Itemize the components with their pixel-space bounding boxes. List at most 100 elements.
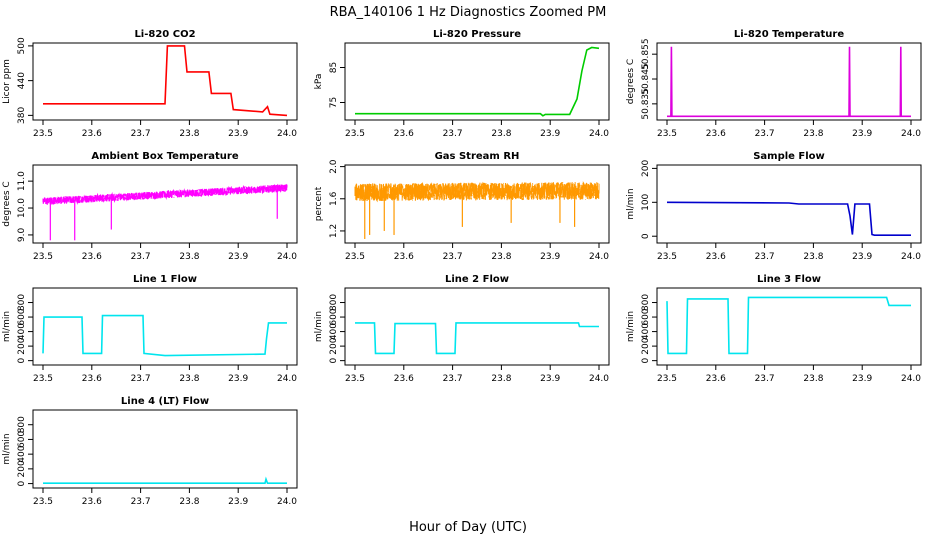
x-tick-label: 23.6 [706, 252, 726, 262]
x-tick-label: 23.9 [852, 252, 872, 262]
x-tick-label: 23.6 [82, 252, 102, 262]
x-tick-label: 23.9 [852, 374, 872, 384]
y-axis-label: ml/min [314, 311, 324, 342]
y-tick-label: 0 [641, 233, 651, 239]
y-tick-label: 0 [17, 480, 27, 486]
panel-title: Sample Flow [753, 151, 825, 162]
x-tick-label: 23.6 [82, 374, 102, 384]
x-tick-label: 24.0 [901, 129, 921, 139]
y-tick-label: 600 [329, 308, 339, 325]
y-tick-label: 1.2 [329, 224, 339, 238]
x-tick-label: 24.0 [277, 129, 297, 139]
plot-frame [656, 287, 922, 366]
x-tick-label: 23.8 [803, 252, 823, 262]
y-tick-label: 200 [17, 460, 27, 477]
x-tick-label: 23.7 [755, 129, 775, 139]
panel-1: Li-820 CO2 Licor ppm 23.5 23.6 23.7 23.8 23.9 2… [2, 29, 298, 139]
plot-frame [344, 42, 610, 121]
y-tick-label: 200 [641, 160, 651, 177]
x-tick-label: 24.0 [589, 129, 609, 139]
plot-frame [344, 164, 610, 244]
y-tick-label: 50.855 [641, 38, 651, 69]
x-tick-label: 24.0 [277, 497, 297, 507]
x-tick-label: 23.7 [443, 129, 463, 139]
x-tick-label: 23.8 [491, 129, 511, 139]
x-tick-label: 23.6 [82, 129, 102, 139]
x-tick-label: 23.9 [540, 252, 560, 262]
x-tick-label: 23.9 [540, 129, 560, 139]
y-tick-label: 0 [329, 358, 339, 364]
y-tick-label: 800 [329, 294, 339, 311]
panel-10: Line 4 (LT) Flow ml/min 23.5 23.6 23.7 23.8 23… [2, 396, 298, 507]
x-tick-label: 23.5 [345, 252, 365, 262]
x-tick-label: 23.6 [394, 129, 414, 139]
x-tick-label: 24.0 [589, 374, 609, 384]
x-tick-label: 23.5 [657, 129, 677, 139]
plot-frame [32, 409, 298, 489]
x-tick-label: 23.8 [491, 252, 511, 262]
x-tick-label: 23.9 [228, 252, 248, 262]
y-tick-label: 0 [17, 358, 27, 364]
y-tick-label: 800 [17, 416, 27, 433]
series-line [355, 322, 599, 355]
y-tick-label: 9.0 [17, 228, 27, 243]
figure-title: RBA_140106 1 Hz Diagnostics Zoomed PM [330, 5, 607, 20]
x-tick-label: 23.8 [491, 374, 511, 384]
series-line [667, 46, 911, 118]
y-tick-label: 2.0 [329, 159, 339, 174]
panel-6: Sample Flow ml/min 23.5 23.6 23.7 23.8 23.9 24.… [626, 151, 922, 262]
x-tick-label: 23.7 [131, 497, 151, 507]
figure-xlabel: Hour of Day (UTC) [409, 520, 527, 535]
x-tick-label: 24.0 [901, 374, 921, 384]
y-tick-label: 10.0 [17, 198, 27, 218]
y-axis-label: ml/min [626, 188, 636, 219]
panel-title: Li-820 CO2 [134, 29, 195, 40]
panel-title: Li-820 Pressure [433, 29, 521, 40]
x-tick-label: 23.5 [33, 129, 53, 139]
series-line [43, 476, 287, 484]
y-axis-label: ml/min [2, 311, 12, 342]
x-tick-label: 23.5 [33, 374, 53, 384]
x-tick-label: 23.8 [179, 252, 199, 262]
x-tick-label: 23.5 [33, 252, 53, 262]
plot-frame [656, 42, 922, 121]
y-tick-label: 440 [17, 72, 27, 89]
y-tick-label: 200 [329, 337, 339, 354]
x-tick-label: 23.6 [82, 497, 102, 507]
y-axis-label: ml/min [626, 311, 636, 342]
plot-frame [344, 287, 610, 366]
y-tick-label: 75 [329, 97, 339, 108]
x-tick-label: 23.6 [394, 374, 414, 384]
y-tick-label: 200 [17, 337, 27, 354]
x-tick-label: 23.8 [803, 129, 823, 139]
panel-7: Line 1 Flow ml/min 23.5 23.6 23.7 23.8 23.9 24.… [2, 274, 298, 384]
y-axis-label: percent [314, 186, 324, 221]
series-line [666, 296, 911, 355]
panel-8: Line 2 Flow ml/min 23.5 23.6 23.7 23.8 23.9 24.… [314, 274, 610, 384]
plot-frame [32, 287, 298, 366]
x-tick-label: 23.7 [443, 252, 463, 262]
x-tick-label: 23.9 [852, 129, 872, 139]
x-tick-label: 23.6 [706, 374, 726, 384]
x-tick-label: 23.8 [179, 497, 199, 507]
x-tick-label: 23.6 [394, 252, 414, 262]
y-tick-label: 200 [641, 337, 651, 354]
y-tick-label: 11.0 [17, 171, 27, 191]
y-tick-label: 50.835 [641, 88, 651, 120]
x-tick-label: 23.7 [131, 252, 151, 262]
x-tick-label: 24.0 [589, 252, 609, 262]
y-tick-label: 400 [641, 323, 651, 340]
y-tick-label: 400 [329, 323, 339, 340]
panel-4: Ambient Box Temperature degrees C 23.5 23.6… [2, 151, 298, 262]
panels-group: Li-820 CO2 Licor ppm 23.5 23.6 23.7 23.8 23.9 2… [2, 29, 922, 507]
panel-5: Gas Stream RH percent 23.5 23.6 23.7 23.8 23.9… [314, 151, 610, 262]
series-line [666, 201, 911, 236]
panel-title: Gas Stream RH [435, 151, 520, 162]
x-tick-label: 24.0 [277, 252, 297, 262]
y-tick-label: 1.6 [329, 191, 339, 206]
series-line [43, 45, 288, 117]
x-tick-label: 23.9 [228, 374, 248, 384]
y-tick-label: 800 [641, 294, 651, 311]
panel-9: Line 3 Flow ml/min 23.5 23.6 23.7 23.8 23.9 24.… [626, 274, 922, 384]
y-tick-label: 600 [641, 308, 651, 325]
